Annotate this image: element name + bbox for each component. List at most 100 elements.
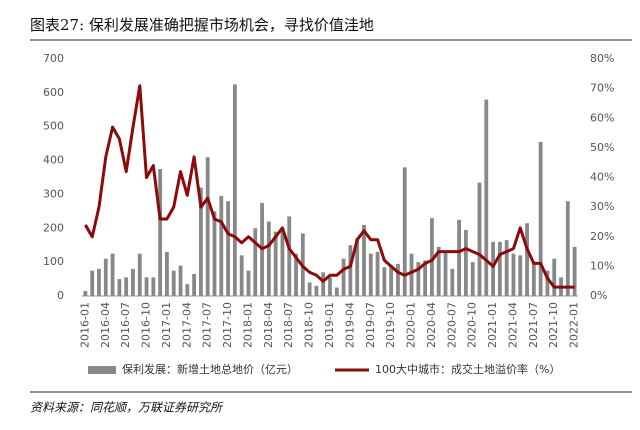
y2-tick-label: 40% — [590, 171, 614, 184]
y2-tick-label: 80% — [590, 52, 614, 65]
y2-tick-label: 30% — [590, 200, 614, 213]
y2-tick-label: 50% — [590, 141, 614, 154]
bar — [565, 201, 570, 296]
bar — [131, 268, 135, 296]
bar — [199, 187, 203, 296]
bar — [103, 258, 108, 296]
y-tick-label: 0 — [57, 289, 64, 302]
x-tick-label: 2018-01 — [241, 302, 254, 348]
legend-label: 保利发展：新增土地总地价（亿元） — [122, 362, 298, 376]
bar — [409, 253, 414, 296]
bar — [226, 201, 230, 296]
bar — [287, 216, 292, 296]
bar — [375, 251, 380, 296]
bar — [362, 224, 366, 296]
bar — [151, 277, 156, 296]
bar — [205, 157, 210, 296]
bar — [402, 167, 407, 296]
bar — [545, 270, 550, 296]
bar — [552, 258, 557, 296]
x-tick-label: 2019-10 — [384, 302, 397, 348]
x-tick-label: 2016-10 — [140, 302, 153, 348]
legend-swatch — [88, 366, 116, 374]
bar — [355, 238, 360, 296]
bar — [280, 228, 285, 296]
x-tick-label: 2017-01 — [160, 302, 173, 348]
bar — [572, 246, 577, 296]
bar — [97, 268, 101, 296]
bar — [389, 265, 394, 296]
bar — [504, 240, 509, 296]
bar — [253, 228, 258, 296]
bar — [430, 218, 434, 296]
bar — [348, 245, 353, 296]
bar — [463, 229, 468, 296]
bar — [246, 270, 251, 296]
bar — [192, 273, 197, 296]
x-tick-label: 2016-04 — [99, 302, 112, 348]
bar — [110, 253, 115, 296]
bar — [457, 219, 461, 296]
source: 资料来源：同花顺，万联证券研究所 — [30, 401, 224, 415]
bar — [266, 221, 271, 296]
y-tick-label: 500 — [43, 120, 64, 133]
x-tick-label: 2017-10 — [221, 302, 234, 348]
x-tick-label: 2021-07 — [527, 302, 540, 348]
bar — [341, 258, 346, 296]
bar — [165, 251, 169, 296]
x-tick-label: 2022-01 — [568, 302, 581, 348]
bar — [314, 285, 319, 296]
x-tick-label: 2019-07 — [364, 302, 377, 348]
bar — [416, 262, 421, 296]
bar — [144, 277, 149, 296]
x-tick-label: 2020-04 — [425, 302, 438, 348]
bar — [450, 268, 455, 296]
bar — [137, 253, 142, 296]
y2-tick-label: 10% — [590, 259, 614, 272]
bar — [531, 262, 536, 296]
bar — [396, 263, 400, 296]
x-tick-label: 2019-01 — [323, 302, 336, 348]
x-tick-label: 2021-01 — [486, 302, 499, 348]
chart-title: 图表27: 保利发展准确把握市场机会，寻找价值洼地 — [30, 16, 374, 34]
legend-label: 100大中城市：成交土地溢价率（%） — [375, 362, 560, 376]
bar — [83, 290, 88, 296]
x-tick-label: 2017-07 — [201, 302, 214, 348]
bar — [443, 251, 448, 296]
y-tick-label: 600 — [43, 86, 64, 99]
x-tick-label: 2017-04 — [180, 302, 193, 348]
y-tick-label: 200 — [43, 221, 64, 234]
bar — [423, 260, 428, 296]
x-tick-label: 2018-07 — [282, 302, 295, 348]
y2-tick-label: 70% — [590, 82, 614, 95]
y2-tick-label: 0% — [590, 289, 607, 302]
x-tick-label: 2018-04 — [262, 302, 275, 348]
bar — [538, 141, 543, 296]
bar — [497, 241, 502, 296]
bar — [328, 277, 332, 296]
bar — [158, 169, 163, 296]
bar — [334, 287, 339, 296]
bar — [219, 196, 224, 296]
bar — [239, 255, 244, 296]
bar — [491, 241, 495, 296]
y-tick-label: 700 — [43, 52, 64, 65]
bar — [232, 84, 237, 297]
y2-tick-label: 20% — [590, 230, 614, 243]
bar — [307, 282, 312, 296]
bar — [368, 253, 373, 296]
bar — [90, 270, 95, 296]
bar — [124, 277, 129, 296]
bar — [382, 267, 387, 296]
bar — [470, 262, 475, 296]
bar — [212, 211, 217, 296]
bar — [525, 223, 529, 296]
x-tick-label: 2020-10 — [466, 302, 479, 348]
bar — [273, 231, 278, 296]
bar — [117, 279, 122, 296]
x-tick-label: 2021-10 — [547, 302, 560, 348]
line — [84, 84, 575, 289]
y-tick-label: 300 — [43, 187, 64, 200]
x-tick-label: 2018-10 — [303, 302, 316, 348]
